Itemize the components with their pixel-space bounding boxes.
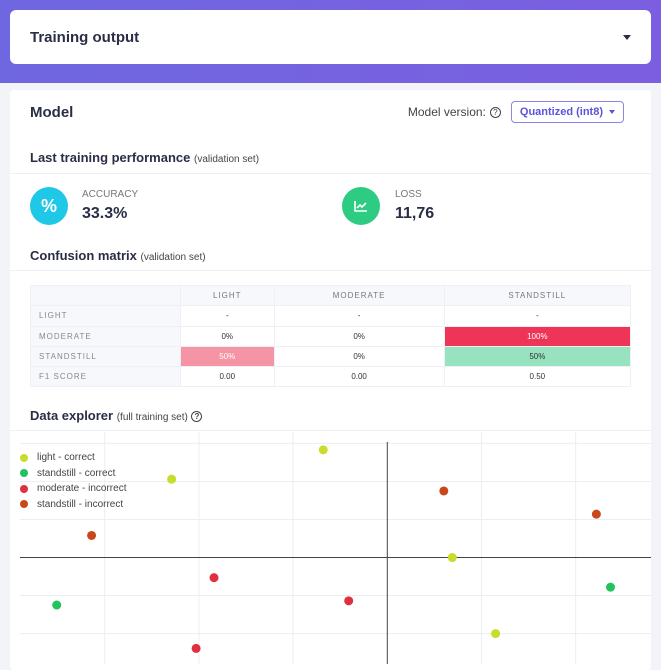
explorer-title: Data explorer (full training set) ? bbox=[30, 408, 203, 423]
data-point[interactable] bbox=[606, 582, 616, 592]
matrix-cell: - bbox=[180, 305, 275, 327]
confusion-subtitle: (validation set) bbox=[140, 252, 206, 263]
model-version-value: Quantized (int8) bbox=[519, 106, 603, 118]
divider bbox=[10, 270, 651, 271]
performance-title-text: Last training performance bbox=[30, 150, 191, 165]
divider bbox=[10, 430, 651, 431]
matrix-cell: 50% bbox=[443, 345, 632, 368]
matrix-cell: 0% bbox=[180, 325, 275, 347]
data-point[interactable] bbox=[318, 445, 328, 455]
legend-dot bbox=[20, 484, 28, 493]
row-header: MODERATE bbox=[30, 325, 181, 347]
column-header: MODERATE bbox=[273, 284, 445, 307]
legend-label: light - correct bbox=[37, 452, 95, 464]
table-row: STANDSTILL 50% 0% 50% bbox=[30, 345, 632, 368]
data-point[interactable] bbox=[209, 573, 219, 583]
page-title: Training output bbox=[30, 28, 140, 46]
percent-icon: % bbox=[30, 187, 68, 225]
legend-item[interactable]: standstill - incorrect bbox=[20, 497, 126, 513]
legend-dot bbox=[20, 500, 28, 509]
chart-line-icon bbox=[342, 187, 380, 225]
table-header-row: LIGHT MODERATE STANDSTILL bbox=[30, 284, 632, 307]
legend-item[interactable]: light - correct bbox=[20, 450, 126, 466]
accuracy-value: 33.3% bbox=[82, 205, 128, 222]
matrix-cell: - bbox=[273, 305, 445, 327]
legend-dot bbox=[20, 453, 28, 462]
data-point[interactable] bbox=[167, 474, 177, 484]
data-point[interactable] bbox=[447, 553, 457, 563]
confusion-matrix: LIGHT MODERATE STANDSTILL LIGHT --- MODE… bbox=[30, 284, 632, 388]
column-header: STANDSTILL bbox=[443, 284, 632, 307]
help-icon[interactable]: ? bbox=[489, 106, 501, 118]
confusion-title: Confusion matrix (validation set) bbox=[30, 248, 206, 263]
matrix-cell: - bbox=[443, 305, 632, 327]
loss-label: LOSS bbox=[395, 189, 422, 200]
row-header: F1 SCORE bbox=[30, 366, 181, 388]
data-explorer-scatter[interactable] bbox=[10, 432, 651, 664]
help-icon[interactable]: ? bbox=[191, 411, 203, 423]
data-point[interactable] bbox=[591, 509, 601, 519]
performance-subtitle: (validation set) bbox=[194, 154, 260, 165]
data-point[interactable] bbox=[87, 530, 97, 540]
f1-cell: 0.50 bbox=[443, 366, 632, 388]
data-point[interactable] bbox=[439, 486, 449, 496]
f1-cell: 0.00 bbox=[180, 366, 275, 388]
legend-label: standstill - incorrect bbox=[37, 498, 124, 510]
caret-down-icon bbox=[609, 110, 615, 114]
training-output-dropdown[interactable]: Training output bbox=[10, 10, 651, 64]
row-header: STANDSTILL bbox=[30, 345, 181, 368]
accuracy-label: ACCURACY bbox=[82, 189, 139, 200]
legend: light - correct standstill - correct mod… bbox=[20, 450, 126, 512]
column-header: LIGHT bbox=[180, 284, 275, 307]
legend-item[interactable]: standstill - correct bbox=[20, 466, 126, 482]
matrix-cell: 0% bbox=[273, 325, 445, 347]
row-header: LIGHT bbox=[30, 305, 181, 327]
data-point[interactable] bbox=[344, 596, 354, 606]
matrix-cell: 50% bbox=[180, 345, 275, 368]
table-row: MODERATE 0% 0% 100% bbox=[30, 325, 632, 347]
data-point[interactable] bbox=[191, 643, 201, 653]
legend-label: standstill - correct bbox=[37, 467, 116, 479]
data-point[interactable] bbox=[52, 600, 62, 610]
legend-item[interactable]: moderate - incorrect bbox=[20, 481, 126, 497]
legend-dot bbox=[20, 469, 28, 478]
model-version-label: Model version:? bbox=[408, 105, 501, 119]
caret-down-icon bbox=[623, 34, 631, 40]
f1-row: F1 SCORE 0.00 0.00 0.50 bbox=[30, 366, 632, 388]
performance-title: Last training performance (validation se… bbox=[30, 150, 259, 165]
data-point[interactable] bbox=[491, 629, 501, 639]
legend-label: moderate - incorrect bbox=[37, 483, 127, 495]
model-version-group: Model version:? Quantized (int8) bbox=[408, 101, 624, 123]
confusion-title-text: Confusion matrix bbox=[30, 248, 137, 263]
matrix-cell: 100% bbox=[443, 325, 632, 347]
matrix-cell: 0% bbox=[273, 345, 445, 368]
explorer-subtitle: (full training set) bbox=[116, 412, 188, 423]
model-version-select[interactable]: Quantized (int8) bbox=[510, 101, 624, 123]
corner-cell bbox=[30, 284, 181, 307]
model-title: Model bbox=[30, 104, 74, 121]
divider bbox=[10, 173, 651, 174]
table-row: LIGHT --- bbox=[30, 305, 632, 327]
model-version-text: Model version: bbox=[407, 105, 486, 119]
explorer-title-text: Data explorer bbox=[30, 408, 114, 423]
model-card: Model Model version:? Quantized (int8) L… bbox=[10, 90, 651, 670]
f1-cell: 0.00 bbox=[273, 366, 445, 388]
loss-value: 11,76 bbox=[395, 205, 435, 222]
